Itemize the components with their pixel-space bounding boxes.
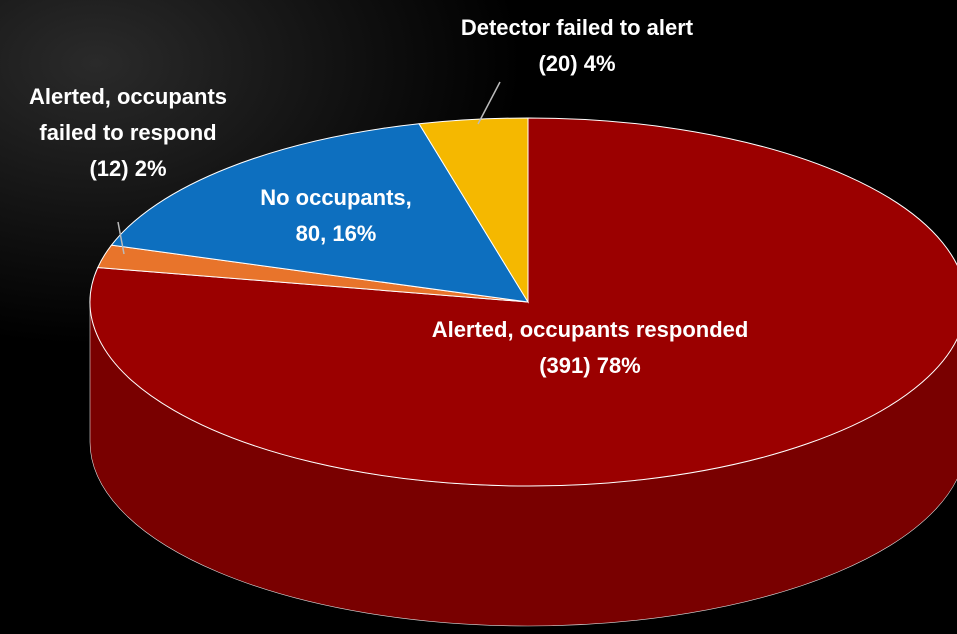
slice-label: Detector failed to alert (20) 4%	[461, 10, 693, 82]
slice-label: No occupants, 80, 16%	[260, 180, 412, 252]
value-label: (20) 4%	[538, 51, 616, 76]
category-label: Alerted, occupants failed to respond	[28, 84, 228, 145]
category-label: Detector failed to alert	[460, 15, 694, 40]
slice-label: Alerted, occupants responded (391) 78%	[432, 312, 749, 384]
category-label: Alerted, occupants responded	[431, 317, 749, 342]
leader-line	[117, 221, 125, 255]
slice	[418, 117, 529, 304]
category-label: No occupants,	[260, 185, 412, 210]
leader-line	[477, 81, 501, 125]
value-label: (12) 2%	[89, 156, 167, 181]
slice-label: Alerted, occupants failed to respond (12)…	[0, 79, 258, 187]
value-label: (391) 78%	[539, 353, 641, 378]
slice	[110, 123, 529, 303]
value-label: 80, 16%	[295, 221, 377, 246]
